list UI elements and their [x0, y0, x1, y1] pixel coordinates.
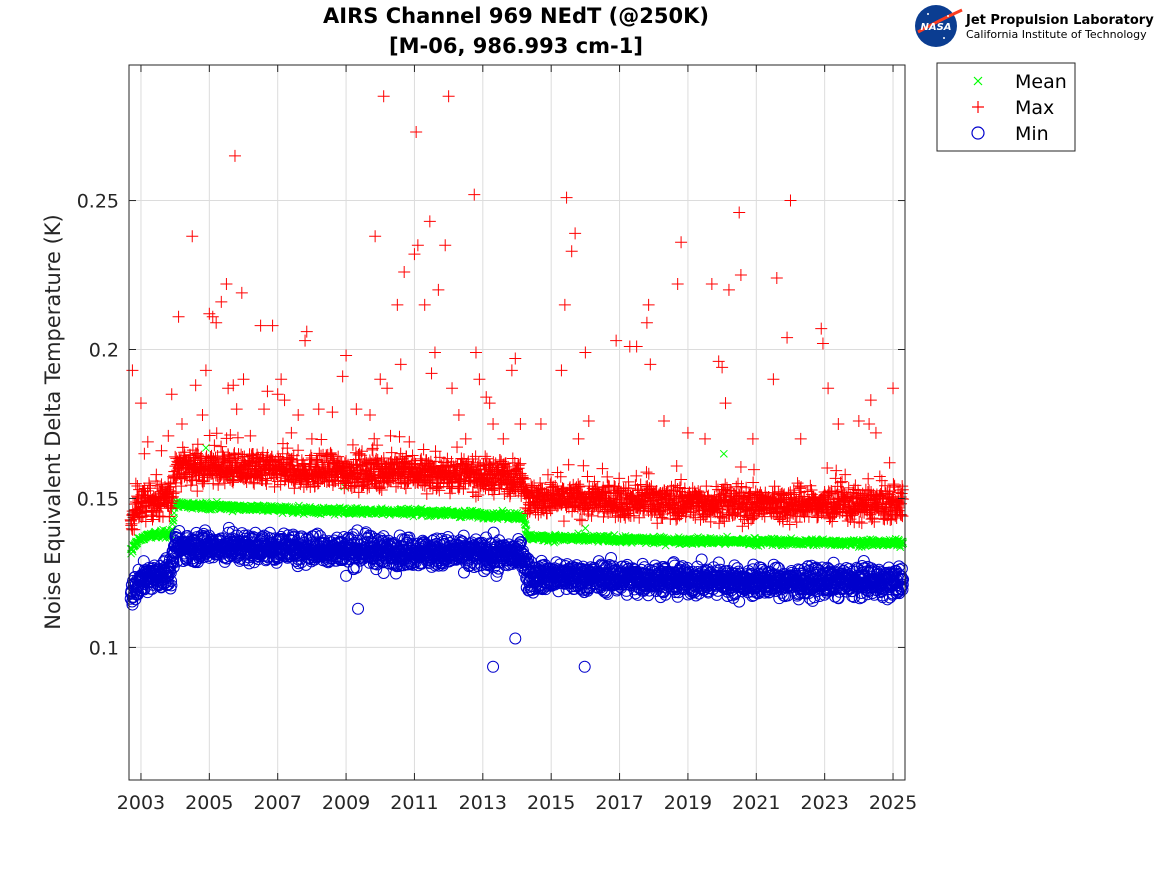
jpl-logo: NASA Jet Propulsion Laboratory Californi… — [915, 5, 1154, 47]
chart-title-line2: [M-06, 986.993 cm-1] — [389, 34, 643, 58]
nasa-badge-text: NASA — [920, 22, 951, 33]
mean-point — [169, 516, 178, 525]
grid-lines — [129, 65, 905, 780]
plot-area — [129, 65, 905, 780]
nasa-meatball-icon — [915, 5, 957, 47]
jpl-org-sub: California Institute of Technology — [966, 28, 1147, 41]
chart-title-line1: AIRS Channel 969 NEdT (@250K) — [323, 4, 709, 28]
jpl-org-name: Jet Propulsion Laboratory — [965, 13, 1154, 28]
series-mean — [126, 443, 908, 558]
